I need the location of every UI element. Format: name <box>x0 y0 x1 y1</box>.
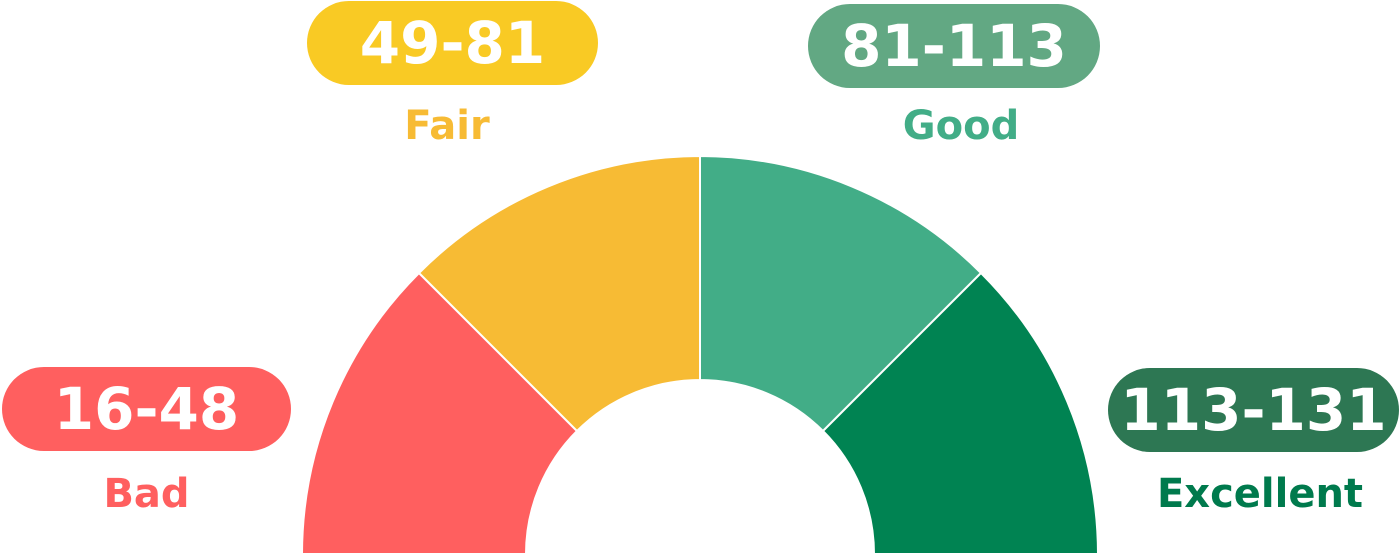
range-badge-bad: 16-48 <box>2 367 291 451</box>
range-badge-good: 81-113 <box>808 4 1100 88</box>
range-label-good: Good <box>902 103 1020 149</box>
gauge-segment-excellent <box>821 271 1100 554</box>
range-label-fair: Fair <box>404 103 490 149</box>
gauge-segment-bad <box>300 271 579 554</box>
range-badge-excellent: 113-131 <box>1108 368 1399 452</box>
range-label-excellent: Excellent <box>1156 471 1364 517</box>
range-badge-fair: 49-81 <box>307 1 598 85</box>
gauge-segment-good <box>699 154 983 433</box>
range-label-bad: Bad <box>103 471 190 517</box>
gauge-segment-fair <box>417 154 701 433</box>
